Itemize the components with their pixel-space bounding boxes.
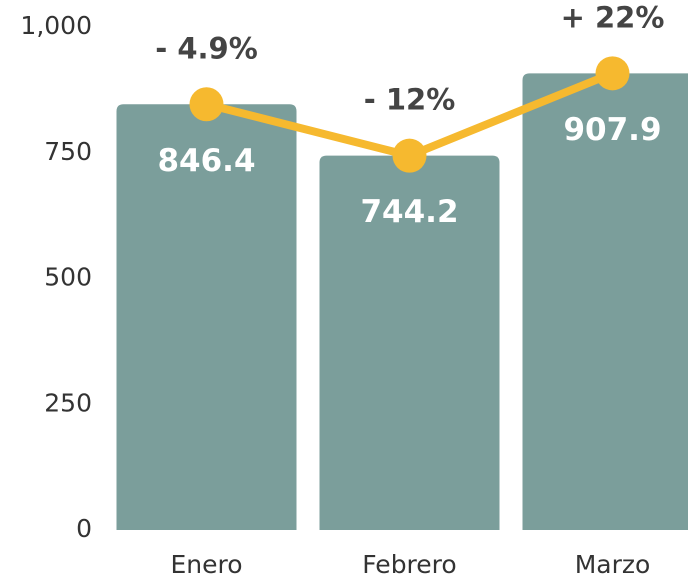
value-label: 744.2 xyxy=(360,194,458,230)
x-tick-label: Marzo xyxy=(575,550,651,579)
bar xyxy=(319,155,500,530)
value-label: 846.4 xyxy=(157,143,255,179)
trend-point xyxy=(392,138,427,173)
change-label: - 12% xyxy=(364,83,456,117)
trend-point xyxy=(189,87,224,122)
x-tick-label: Febrero xyxy=(362,550,456,579)
change-label: - 4.9% xyxy=(155,31,258,65)
y-tick-label: 750 xyxy=(44,137,92,166)
y-tick-label: 250 xyxy=(44,388,92,417)
x-tick-label: Enero xyxy=(170,550,242,579)
y-tick-label: 500 xyxy=(44,263,92,292)
bar xyxy=(522,73,688,530)
y-tick-label: 1,000 xyxy=(20,11,92,40)
value-label: 907.9 xyxy=(563,112,661,148)
y-tick-label: 0 xyxy=(76,514,92,543)
change-label: + 22% xyxy=(561,0,665,34)
bar xyxy=(116,104,297,530)
trend-point xyxy=(595,56,630,91)
